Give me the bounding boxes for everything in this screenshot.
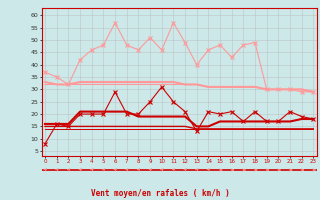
Text: Vent moyen/en rafales ( km/h ): Vent moyen/en rafales ( km/h ): [91, 189, 229, 198]
